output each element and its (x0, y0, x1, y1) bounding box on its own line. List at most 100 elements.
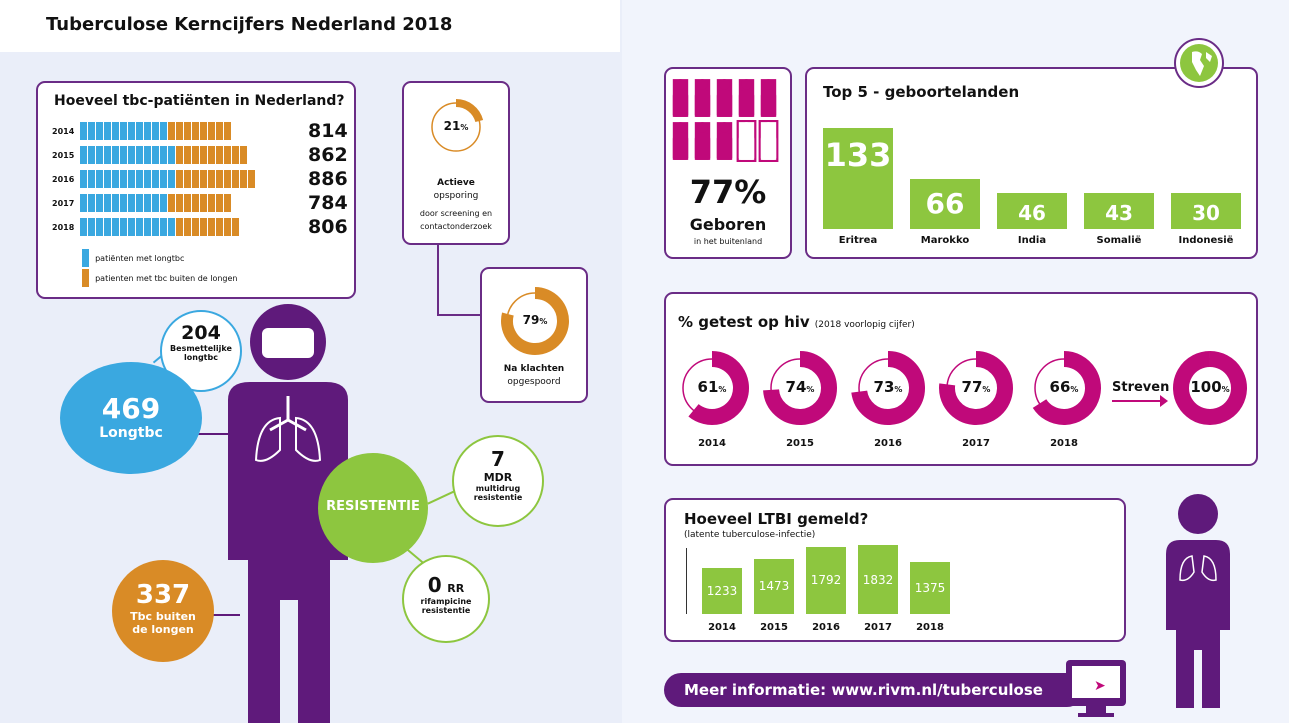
person-icon (216, 146, 223, 164)
person-icon (120, 146, 127, 164)
ltbi-axis (686, 548, 687, 614)
top5-country: Eritrea (838, 235, 878, 246)
person-icon (88, 170, 95, 188)
person-icon (88, 122, 95, 140)
contagious-l1: Besmettelijke (170, 344, 232, 353)
top5-card: Top 5 - geboortelanden 133 Eritrea 66 Marok… (805, 67, 1258, 259)
person-icon (240, 170, 247, 188)
person-icon (80, 218, 87, 236)
person-icon (168, 146, 175, 164)
person-icon (136, 146, 143, 164)
hiv-year: 2017 (962, 438, 990, 449)
person-icon (82, 249, 89, 267)
hiv-arc (763, 351, 837, 425)
ltbi-year: 2018 (916, 622, 944, 633)
row-year: 2015 (52, 150, 75, 160)
person-icon (738, 79, 755, 117)
top5-value: 133 (824, 136, 892, 175)
person-icon (128, 146, 135, 164)
person-icon (184, 194, 191, 212)
person-icon (120, 218, 127, 236)
header-bar (0, 0, 620, 52)
person-icon (184, 218, 191, 236)
top5-value: 43 (1105, 201, 1133, 225)
active-l3: door screening en (419, 209, 493, 218)
person-icon (80, 146, 87, 164)
complaints-l1: Na klachten (503, 364, 565, 374)
patients-title: Hoeveel tbc-patiënten in Nederland? (54, 93, 345, 109)
extra-l1: Tbc buiten (130, 610, 196, 623)
person-icon (192, 146, 199, 164)
top5-value: 66 (925, 187, 965, 221)
person-icon (144, 170, 151, 188)
person-icon (224, 122, 231, 140)
person-icon (96, 170, 103, 188)
hiv-pct-value: 100 (1190, 378, 1222, 396)
person-icon (136, 122, 143, 140)
pct-unit: % (539, 317, 548, 326)
top5-country: Marokko (920, 235, 970, 246)
person-icon (184, 170, 191, 188)
person-icon (82, 269, 89, 287)
top5-bar: 66 (910, 179, 980, 229)
person-icon (224, 170, 231, 188)
more-info-text[interactable]: Meer informatie: www.rivm.nl/tuberculose (684, 681, 1043, 699)
person-icon (216, 218, 223, 236)
person-icon (144, 122, 151, 140)
complaints-pct: 79 (522, 313, 540, 327)
person-icon (136, 218, 143, 236)
row-value: 886 (308, 168, 348, 190)
patients-row: 2016 886 (52, 168, 348, 190)
patients-row: 2014 814 (52, 120, 348, 142)
person-icon (120, 122, 127, 140)
person-icon (112, 170, 119, 188)
hiv-year: 2014 (698, 438, 726, 449)
ltbi-subtitle: (latente tuberculose-infectie) (684, 530, 816, 540)
ltbi-year: 2017 (864, 622, 892, 633)
ltbi-value: 1832 (862, 572, 894, 587)
foreign-pct: 77% (689, 173, 767, 211)
row-year: 2018 (52, 222, 75, 232)
page-title: Tuberculose Kerncijfers Nederland 2018 (46, 14, 453, 35)
person-icon (760, 79, 777, 117)
top5-bar: 133 (823, 128, 893, 229)
person-icon (168, 194, 175, 212)
row-value: 806 (308, 216, 348, 238)
person-icon (716, 122, 733, 160)
person-icon (104, 146, 111, 164)
person-silhouette-small-icon (1166, 494, 1230, 708)
ltbi-value: 1233 (706, 583, 738, 598)
ltbi-bar: 1233 (702, 567, 742, 614)
person-icon (224, 194, 231, 212)
person-icon (716, 79, 733, 117)
person-icon (192, 218, 199, 236)
person-icon (184, 122, 191, 140)
legend-longtbc: patiënten met longtbc (82, 249, 184, 267)
person-icon (128, 218, 135, 236)
person-icon (192, 122, 199, 140)
active-detection-card: 21% Actieve opsporing door screening en … (402, 81, 510, 245)
person-icon (232, 170, 239, 188)
more-info-link[interactable]: Meer informatie: www.rivm.nl/tuberculose (664, 673, 1084, 707)
active-text: Actieve opsporing door screening en cont… (404, 177, 508, 233)
person-icon (104, 122, 111, 140)
person-icon (168, 122, 175, 140)
person-icon (112, 122, 119, 140)
ltbi-bar: 1792 (806, 546, 846, 614)
person-icon (208, 122, 215, 140)
person-icon (160, 194, 167, 212)
person-icon (96, 218, 103, 236)
extra-l2: de longen (132, 623, 194, 636)
hiv-pct: 100% (1172, 378, 1248, 396)
active-l2: opsporing (433, 191, 479, 201)
person-icon (216, 194, 223, 212)
person-icon (192, 194, 199, 212)
person-icon (96, 122, 103, 140)
person-icon (176, 122, 183, 140)
hiv-pct: 73% (850, 378, 926, 396)
person-icon (96, 194, 103, 212)
person-silhouette-icon (228, 304, 348, 723)
hiv-pct: 74% (762, 378, 838, 396)
complaints-l2: opgespoord (507, 377, 561, 387)
person-icon (112, 194, 119, 212)
